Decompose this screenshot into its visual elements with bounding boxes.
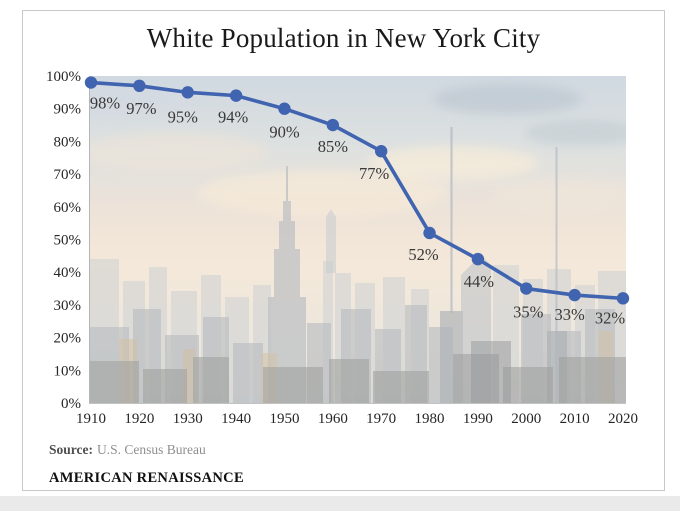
data-point-label: 52% — [408, 245, 439, 264]
data-point-marker — [229, 89, 243, 102]
one-wtc-silhouette — [326, 209, 336, 273]
data-point-marker — [326, 118, 340, 132]
x-axis-tick-label: 1940 — [221, 411, 251, 427]
data-point-label: 77% — [359, 164, 390, 183]
data-point-marker — [471, 252, 485, 266]
data-point-marker — [133, 79, 146, 93]
data-point-marker — [568, 288, 581, 302]
x-axis-tick-label: 2000 — [511, 411, 541, 427]
cloud-shape — [433, 84, 583, 114]
data-point-labels: 98% 97% 95% 94% 90% 85% 77% 52% 44% 35% 33% 32% — [90, 94, 626, 328]
y-axis-tick-label: 0% — [61, 396, 81, 412]
data-series — [84, 76, 630, 305]
x-axis-tick-label: 1930 — [173, 411, 203, 427]
x-axis-tick-label: 1980 — [415, 411, 445, 427]
y-axis-tick-label: 100% — [46, 69, 81, 85]
data-point-marker — [423, 226, 436, 240]
data-point-marker — [84, 76, 98, 89]
data-point-label: 95% — [168, 107, 199, 126]
data-point-label: 85% — [318, 137, 349, 156]
data-point-label: 35% — [513, 303, 544, 322]
data-point-label: 97% — [126, 99, 157, 118]
data-point-label: 33% — [555, 305, 586, 324]
data-point-marker — [278, 102, 291, 115]
x-axis-tick-label: 1970 — [366, 411, 396, 427]
y-axis-tick-label: 80% — [54, 134, 82, 150]
y-axis-tick-label: 60% — [54, 200, 82, 216]
y-axis-tick-label: 30% — [54, 298, 82, 314]
y-axis-tick-label: 10% — [54, 363, 82, 379]
source-text: U.S. Census Bureau — [97, 442, 206, 457]
x-axis-tick-label: 1950 — [269, 411, 299, 427]
nyc-skyline-photo — [89, 76, 626, 403]
branding-american-renaissance: AMERICAN RENAISSANCE — [49, 470, 244, 486]
axes — [89, 76, 626, 404]
data-point-marker — [520, 282, 533, 295]
source-label: Source: — [49, 442, 93, 457]
data-point-marker — [616, 292, 630, 305]
trend-line — [89, 80, 625, 301]
data-point-label: 98% — [90, 94, 121, 113]
chart-title: White Population in New York City — [146, 23, 541, 53]
y-axis-tick-label: 40% — [54, 265, 82, 281]
y-axis-tick-label: 70% — [54, 167, 82, 183]
x-axis-tick-label: 1920 — [124, 411, 154, 427]
data-point-label: 90% — [269, 123, 300, 142]
population-line-chart: 0% 10% 20% 30% 40% 50% 60% 70% 80% 90% 100% 1910 192… — [46, 69, 638, 427]
x-axis-tick-label: 1990 — [463, 411, 493, 427]
y-axis-tick-label: 20% — [54, 331, 82, 347]
data-point-label: 94% — [218, 108, 249, 127]
x-axis-tick-label: 1960 — [318, 411, 348, 427]
x-axis-tick-label: 1910 — [76, 411, 106, 427]
data-point-label: 32% — [595, 308, 626, 327]
chart-card: White Population in New York City — [22, 10, 665, 491]
data-point-marker — [181, 86, 194, 99]
y-axis-tick-label: 90% — [54, 102, 82, 118]
source-line: Source: U.S. Census Bureau — [49, 442, 206, 458]
data-point-label: 44% — [464, 272, 495, 291]
y-axis-tick-label: 50% — [54, 233, 82, 249]
data-point-marker — [374, 145, 388, 158]
x-axis-tick-label: 2010 — [560, 411, 590, 427]
page-bottom-strip — [0, 496, 680, 511]
axis-tick-labels: 0% 10% 20% 30% 40% 50% 60% 70% 80% 90% 100% 1910 192… — [46, 69, 638, 427]
x-axis-tick-label: 2020 — [608, 411, 638, 427]
